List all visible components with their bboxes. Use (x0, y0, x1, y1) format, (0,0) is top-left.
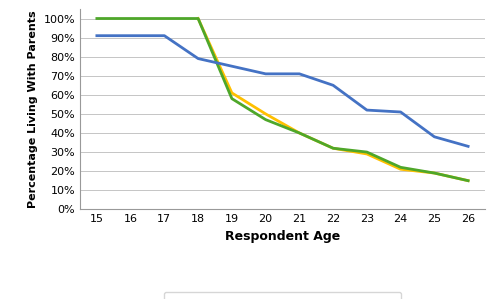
1990 (296, 131, 302, 135)
1990 (364, 152, 370, 156)
2001 (229, 97, 235, 100)
2009 (195, 57, 201, 60)
2009 (229, 64, 235, 68)
2001 (364, 150, 370, 154)
2001 (195, 17, 201, 20)
X-axis label: Respondent Age: Respondent Age (225, 230, 340, 243)
2001 (398, 166, 404, 169)
1990 (432, 171, 438, 175)
2009 (364, 108, 370, 112)
1990 (262, 112, 268, 116)
1990 (465, 179, 471, 182)
2001 (262, 118, 268, 121)
2001 (296, 131, 302, 135)
2001 (432, 171, 438, 175)
2009 (262, 72, 268, 76)
2001 (162, 17, 168, 20)
Line: 2009: 2009 (97, 36, 468, 146)
Line: 1990: 1990 (198, 19, 468, 181)
2009 (398, 110, 404, 114)
1990 (229, 91, 235, 95)
2001 (128, 17, 134, 20)
1990 (330, 147, 336, 150)
2001 (330, 147, 336, 150)
2001 (94, 17, 100, 20)
1990 (195, 17, 201, 20)
2009 (94, 34, 100, 37)
1990 (398, 167, 404, 171)
Y-axis label: Percentage Living With Parents: Percentage Living With Parents (28, 10, 38, 208)
Legend: 1990, 2001, 2009: 1990, 2001, 2009 (164, 292, 402, 299)
2009 (128, 34, 134, 37)
2009 (162, 34, 168, 37)
2009 (465, 144, 471, 148)
2009 (432, 135, 438, 139)
2009 (296, 72, 302, 76)
2009 (330, 83, 336, 87)
2001 (465, 179, 471, 182)
Line: 2001: 2001 (97, 19, 468, 181)
